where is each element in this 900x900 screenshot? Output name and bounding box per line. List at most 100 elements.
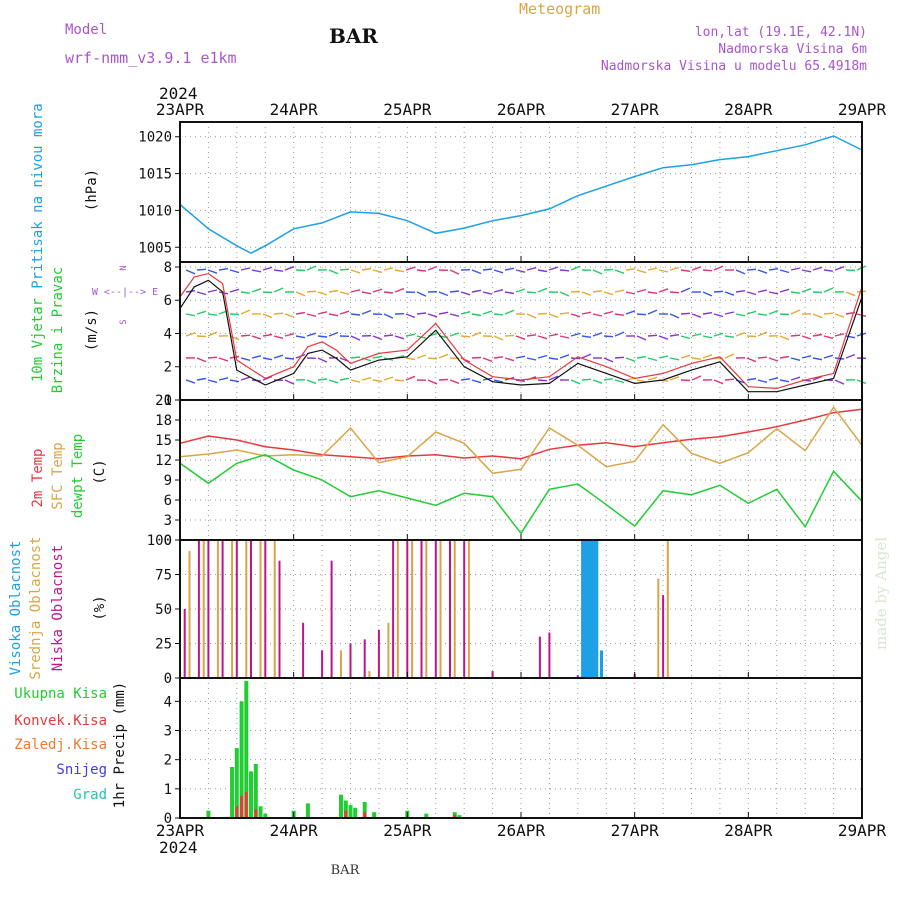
y-tick-label: 21 bbox=[155, 393, 172, 409]
wind-arrow bbox=[526, 357, 537, 361]
y-tick-label: 9 bbox=[164, 473, 172, 489]
y-tick-label: 1015 bbox=[138, 167, 172, 183]
wind-arrow bbox=[328, 313, 339, 317]
station-title: BAR bbox=[329, 24, 378, 48]
wind-arrow bbox=[812, 291, 823, 294]
wind-arrow bbox=[823, 312, 834, 315]
wind-arrow bbox=[625, 291, 636, 295]
wind-arrow bbox=[801, 269, 812, 273]
wind-arrow bbox=[504, 334, 515, 337]
low-cloud-bar bbox=[183, 609, 186, 678]
y-tick-label: 1010 bbox=[138, 203, 172, 219]
wind-arrow bbox=[504, 291, 515, 295]
wind-arrow bbox=[603, 268, 614, 271]
low-cloud-bar bbox=[235, 540, 238, 678]
wind-arrow bbox=[746, 335, 757, 338]
high-cloud-bar bbox=[592, 540, 596, 678]
wind-arrow bbox=[240, 334, 251, 337]
wind-arrow bbox=[284, 313, 295, 318]
total-precip-bar bbox=[424, 813, 429, 818]
total-precip-bar bbox=[372, 812, 377, 818]
wind-arrow bbox=[746, 268, 757, 271]
wind-arrow bbox=[812, 266, 823, 271]
wind-arrow bbox=[669, 376, 680, 381]
wind-arrow bbox=[537, 269, 548, 273]
wind-arrow bbox=[284, 379, 295, 385]
wind-arrow bbox=[581, 311, 592, 315]
wind-arrow bbox=[394, 269, 405, 273]
mid-cloud-bar bbox=[231, 540, 234, 678]
wind-arrow bbox=[768, 377, 779, 381]
mid-cloud-bar bbox=[467, 540, 470, 678]
wind-arrow bbox=[823, 354, 834, 359]
wind-ylabel-sub: Brzina i Pravac bbox=[50, 267, 66, 393]
y-tick-label: 15 bbox=[155, 433, 172, 449]
wind-arrow bbox=[702, 291, 713, 297]
wind-arrow bbox=[845, 335, 856, 339]
pressure-line bbox=[179, 135, 863, 255]
wind-arrow bbox=[603, 377, 614, 381]
panel-frame bbox=[179, 677, 863, 819]
wind-arrow bbox=[526, 334, 537, 337]
wind-arrow bbox=[196, 268, 207, 271]
wind-arrow bbox=[416, 312, 427, 315]
wind-arrow bbox=[262, 375, 273, 381]
wind-arrow bbox=[702, 269, 713, 272]
wind-arrow bbox=[768, 291, 779, 295]
wind-arrow bbox=[383, 313, 394, 319]
low-cloud-bar bbox=[406, 540, 409, 678]
wind-arrow bbox=[537, 379, 548, 382]
wind-arrow bbox=[515, 269, 526, 273]
cloud-ylabel-low: Niska Oblacnost bbox=[50, 545, 66, 671]
wind-arrow bbox=[757, 313, 768, 316]
wind-arrow bbox=[801, 335, 812, 340]
wind-arrow bbox=[757, 269, 768, 274]
wind-arrow bbox=[350, 335, 361, 341]
y-tick-label: 3 bbox=[164, 513, 172, 529]
wind-arrow bbox=[790, 309, 801, 315]
cloud-ylabels: Visoka Oblacnost Srednja Oblacnost Niska… bbox=[8, 536, 108, 679]
y-tick-label: 3 bbox=[164, 724, 172, 740]
wind-arrow bbox=[372, 335, 383, 341]
wind-arrow bbox=[680, 335, 691, 340]
wind-arrow bbox=[405, 266, 416, 271]
total-precip-bar bbox=[305, 803, 310, 818]
y-tick-label: 50 bbox=[155, 602, 172, 618]
total-precip-bar bbox=[244, 680, 249, 818]
wind-arrow bbox=[636, 355, 647, 359]
wind-arrow bbox=[647, 309, 658, 315]
x-tick-label-bottom: 23APR bbox=[156, 821, 205, 840]
wind-arrow bbox=[702, 335, 713, 339]
wind-arrow bbox=[801, 355, 812, 359]
low-cloud-bar bbox=[278, 560, 281, 678]
wind-arrow bbox=[251, 335, 262, 340]
wind-arrow bbox=[559, 312, 570, 315]
high-cloud-bar bbox=[600, 650, 603, 678]
wind-arrow bbox=[515, 335, 526, 340]
wind-arrow bbox=[339, 268, 350, 271]
wind-arrow bbox=[372, 269, 383, 274]
wind-arrow bbox=[779, 335, 790, 341]
wind-arrow bbox=[196, 310, 207, 315]
wind-arrow bbox=[691, 333, 702, 337]
wind-arrow bbox=[812, 333, 823, 337]
total-precip-bar bbox=[343, 800, 348, 818]
wind-arrow bbox=[471, 356, 482, 359]
x-tick-label-top: 29APR bbox=[838, 100, 887, 119]
mid-cloud-bar bbox=[666, 540, 669, 678]
wind-arrow bbox=[394, 335, 405, 340]
wind-gust-line bbox=[179, 272, 863, 390]
wind-arrow bbox=[317, 311, 328, 315]
conv-precip-bar bbox=[244, 791, 248, 819]
wind-arrow bbox=[471, 269, 482, 275]
wind-arrow bbox=[416, 269, 427, 272]
cloud-ylabel-high: Visoka Oblacnost bbox=[8, 541, 24, 676]
wind-arrow bbox=[768, 310, 779, 315]
wind-arrow bbox=[405, 313, 416, 319]
temp-ylabel-t2m: 2m Temp bbox=[30, 448, 46, 507]
wind-arrow bbox=[757, 379, 768, 384]
precip-legend-graupel: Grad bbox=[73, 787, 107, 803]
wind-arrow bbox=[823, 335, 834, 340]
wind-arrow bbox=[207, 269, 218, 274]
